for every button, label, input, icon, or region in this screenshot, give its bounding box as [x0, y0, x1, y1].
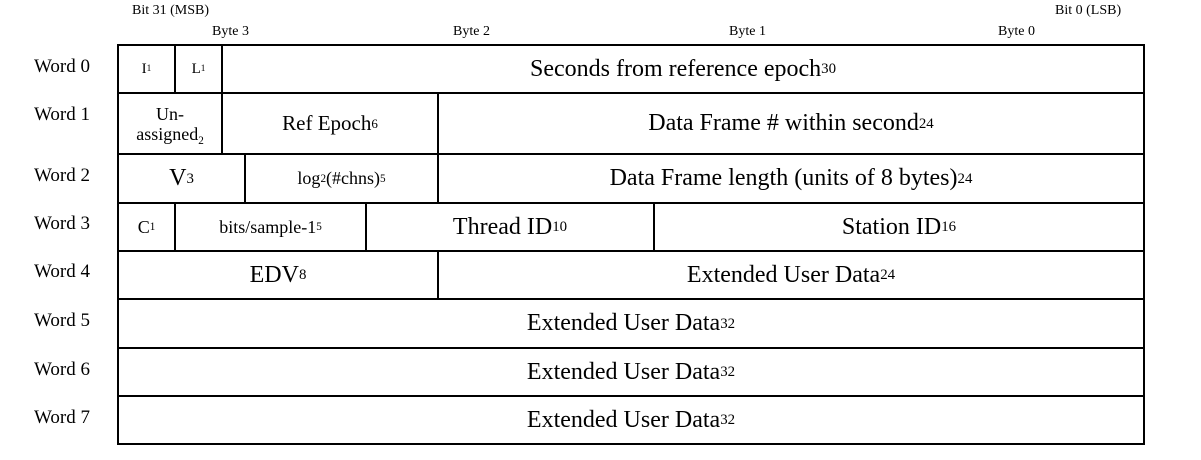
field-extended-user-data-w4: Extended User Data 24	[439, 252, 1145, 300]
field-bits-per-sample: bits/sample-1 5	[176, 204, 367, 252]
field-unassigned: Un- assigned2	[119, 94, 223, 155]
word-7-label: Word 7	[34, 407, 90, 428]
byte3-label: Byte 3	[212, 24, 249, 39]
word-5-label: Word 5	[34, 310, 90, 331]
byte0-label: Byte 0	[998, 24, 1035, 39]
byte1-label: Byte 1	[729, 24, 766, 39]
field-data-frame-number: Data Frame # within second 24	[439, 94, 1145, 155]
field-extended-user-data-w6: Extended User Data 32	[119, 349, 1145, 397]
field-log2-channels: log 2 (#chns) 5	[246, 155, 439, 204]
field-ref-epoch: Ref Epoch 6	[223, 94, 439, 155]
field-edv: EDV 8	[119, 252, 439, 300]
word-3-label: Word 3	[34, 213, 90, 234]
lsb-label: Bit 0 (LSB)	[1055, 3, 1122, 18]
field-extended-user-data-w5: Extended User Data 32	[119, 300, 1145, 349]
msb-label: Bit 31 (MSB)	[132, 3, 210, 18]
word-2-label: Word 2	[34, 165, 90, 186]
word-4-label: Word 4	[34, 261, 90, 282]
field-data-frame-length: Data Frame length (units of 8 bytes) 24	[439, 155, 1145, 204]
field-extended-user-data-w7: Extended User Data 32	[119, 397, 1145, 445]
byte2-label: Byte 2	[453, 24, 490, 39]
field-thread-id: Thread ID 10	[367, 204, 655, 252]
field-station-id: Station ID 16	[655, 204, 1145, 252]
word-6-label: Word 6	[34, 359, 90, 380]
word-0-label: Word 0	[34, 56, 90, 77]
field-seconds-from-epoch: Seconds from reference epoch 30	[223, 46, 1145, 94]
word-1-label: Word 1	[34, 104, 90, 125]
